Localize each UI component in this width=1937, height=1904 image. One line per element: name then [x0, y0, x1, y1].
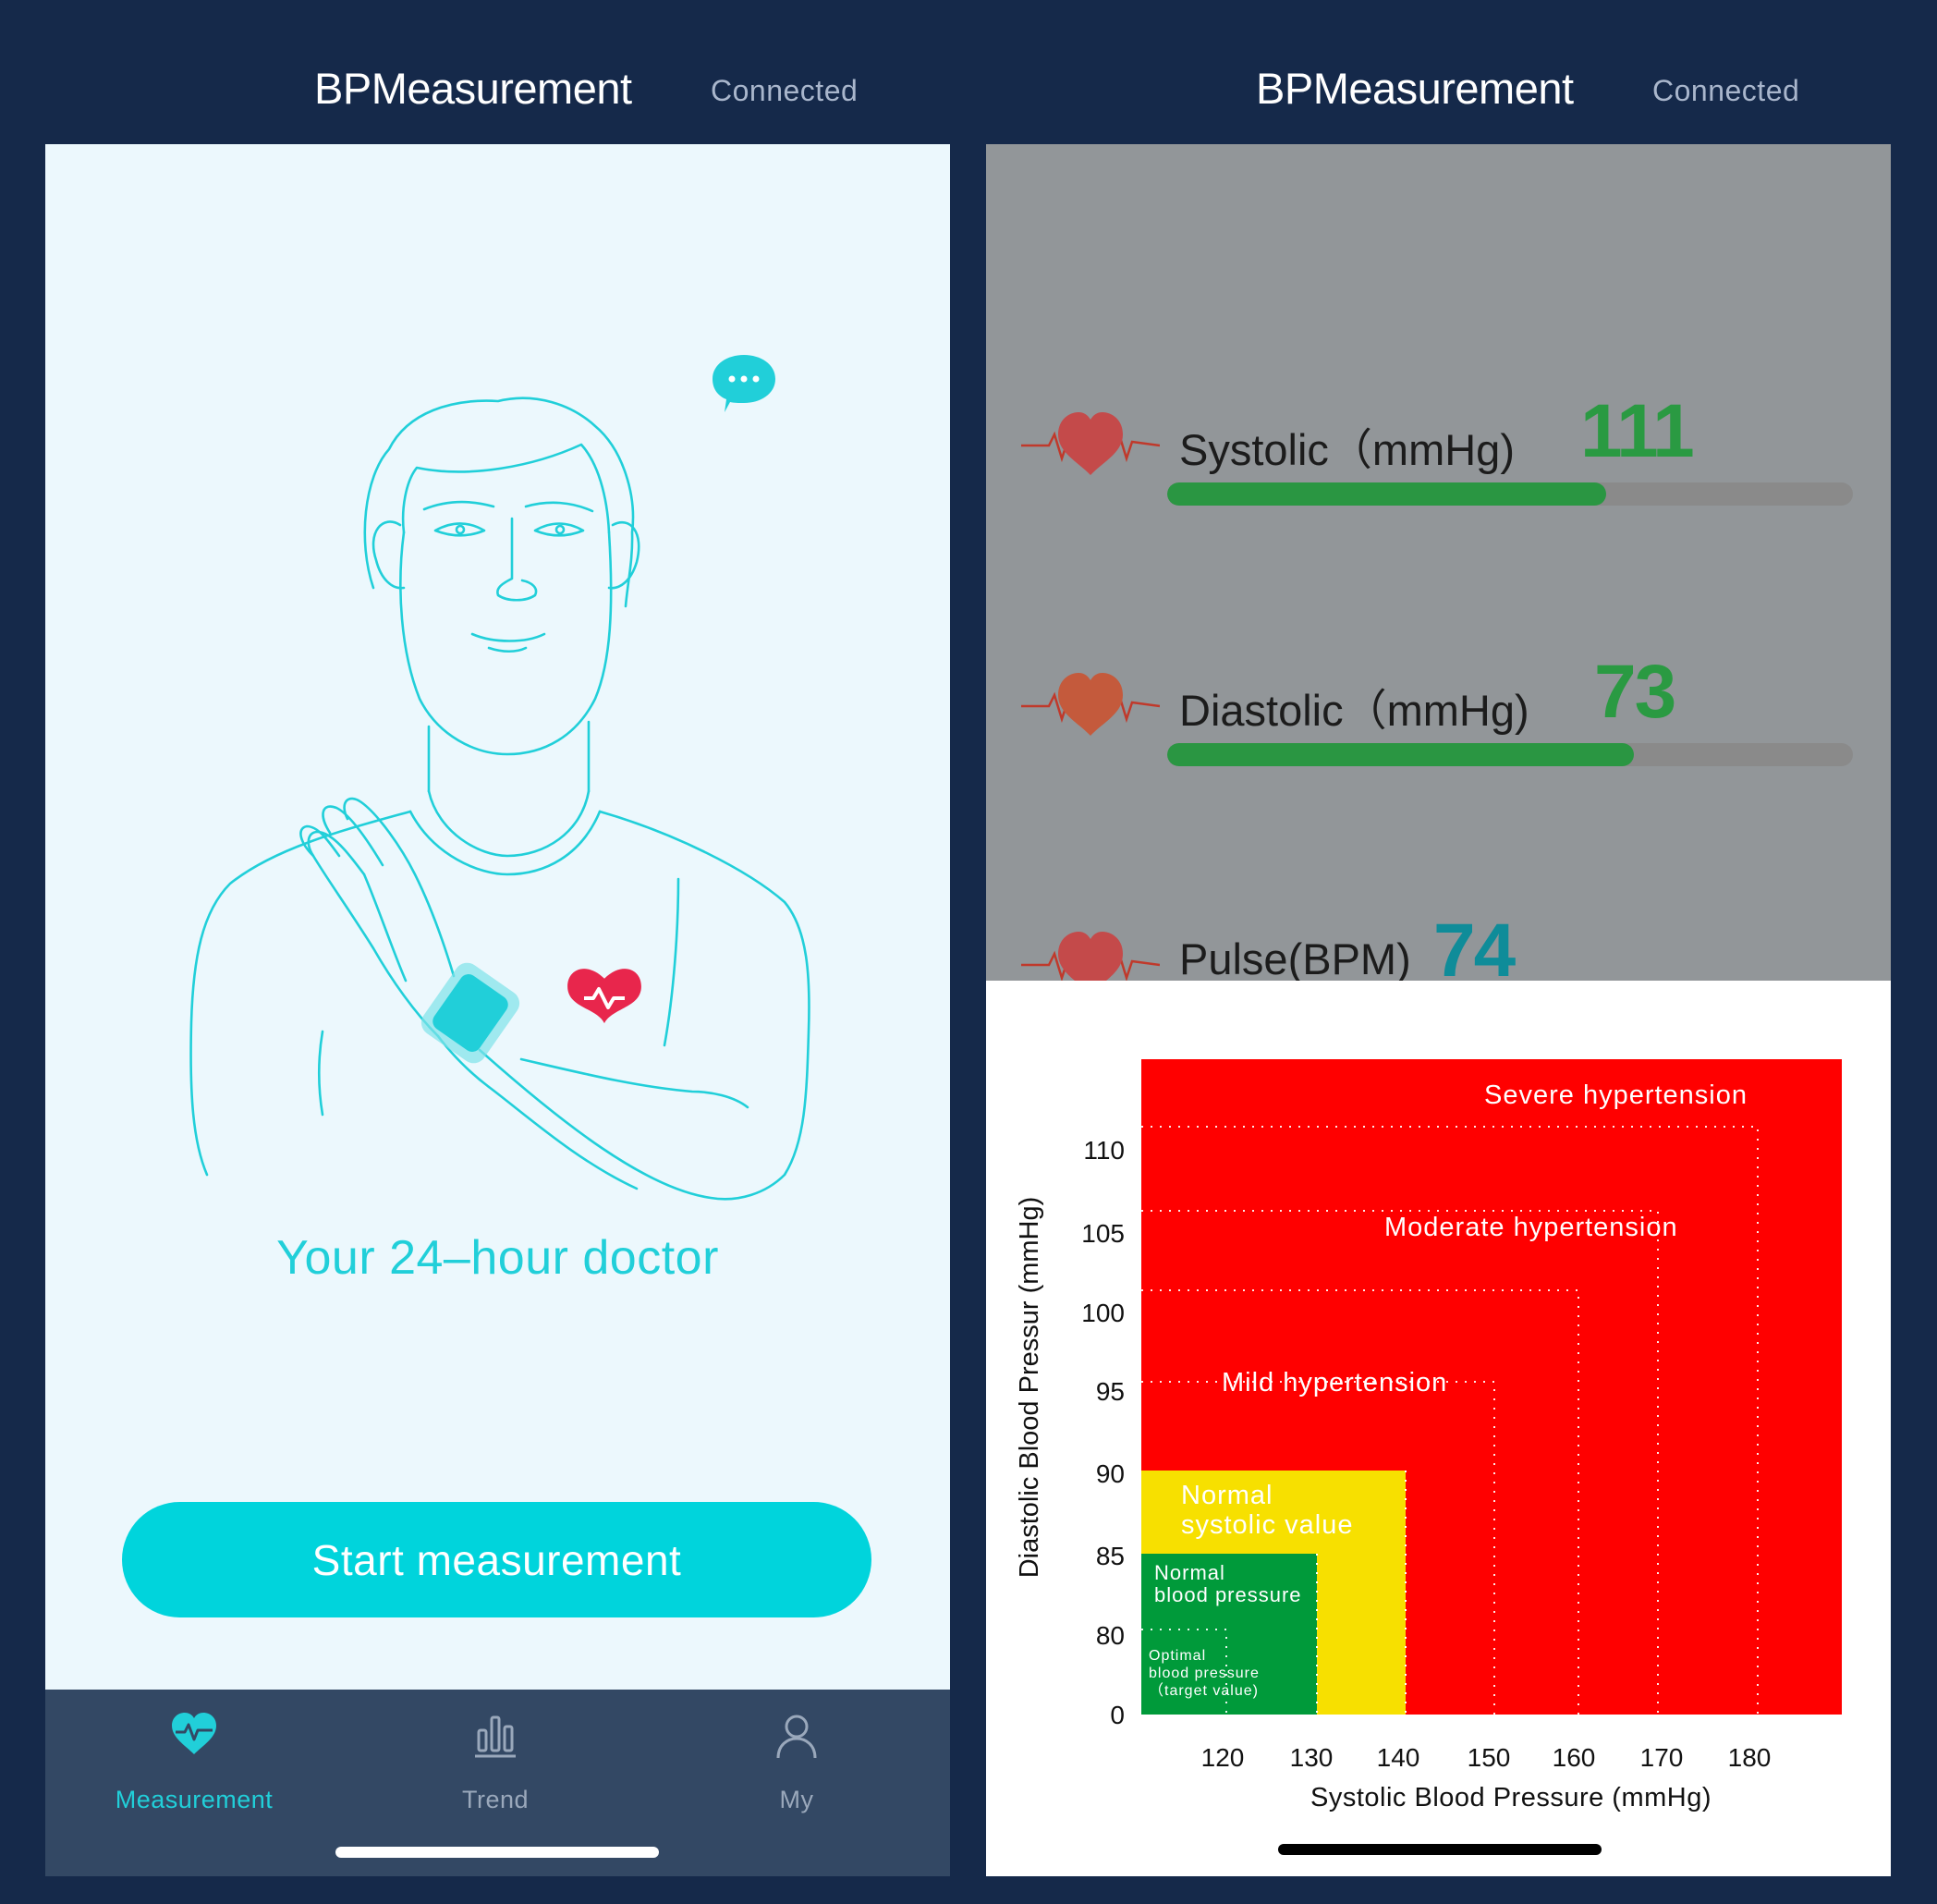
heart-pulse-icon: [1021, 932, 1160, 981]
label-severe: Severe hypertension: [1484, 1080, 1748, 1110]
result-screen: Systolic（mmHg) 111 Diastolic（mmHg) 73: [986, 144, 1891, 1876]
label-moderate: Moderate hypertension: [1384, 1213, 1678, 1242]
zone-normal-bp: [1141, 1554, 1317, 1715]
app-title: BPMeasurement: [314, 64, 632, 113]
boundary-mild: [1141, 1381, 1495, 1715]
y-tick: 105: [1081, 1219, 1125, 1248]
systolic-bar-fill: [1167, 482, 1606, 506]
label-normal-bp-2: blood pressure: [1154, 1583, 1302, 1606]
heart-icon: [567, 969, 641, 1024]
right-ear: [607, 521, 640, 590]
tab-bar: Measurement Trend My: [45, 1690, 950, 1876]
bar-chart-icon: [475, 1715, 516, 1758]
x-tick: 130: [1290, 1743, 1334, 1772]
x-tick: 160: [1553, 1743, 1596, 1772]
y-tick: 110: [1083, 1136, 1125, 1165]
tagline: Your 24–hour doctor: [276, 1231, 719, 1285]
face-outline: [399, 531, 613, 756]
y-tick: 80: [1096, 1621, 1125, 1650]
pulse-value: 74: [1433, 909, 1516, 981]
connection-status: Connected: [1652, 74, 1800, 107]
systolic-value: 111: [1580, 389, 1695, 473]
diastolic-value: 73: [1594, 650, 1676, 734]
left-ear: [372, 520, 406, 590]
user-icon: [776, 1715, 817, 1759]
diastolic-reading: Diastolic（mmHg) 73: [986, 650, 1891, 800]
systolic-bar: [1167, 482, 1853, 506]
collar: [408, 810, 602, 876]
tab-trend-label: Trend: [461, 1786, 530, 1813]
heart-pulse-icon: [1021, 673, 1160, 736]
tab-measurement[interactable]: Measurement: [92, 1710, 296, 1839]
y-tick: 90: [1096, 1459, 1125, 1488]
y-axis-label: Diastolic Blood Pressur (mmHg): [1015, 1197, 1044, 1579]
x-axis-label: Systolic Blood Pressure (mmHg): [1310, 1783, 1712, 1812]
y-tick: 95: [1096, 1377, 1125, 1406]
torso-outline: [189, 810, 412, 1177]
tab-my-label: My: [779, 1786, 814, 1813]
x-tick: 150: [1468, 1743, 1511, 1772]
label-optimal-2: blood pressure: [1149, 1666, 1260, 1681]
smartwatch-icon: [420, 962, 520, 1064]
x-tick: 140: [1377, 1743, 1420, 1772]
label-normal-bp-1: Normal: [1154, 1561, 1225, 1584]
connection-status: Connected: [711, 74, 859, 107]
label-optimal-3: （target value): [1149, 1682, 1259, 1699]
x-tick: 120: [1201, 1743, 1245, 1772]
label-normal-systolic-1: Normal: [1181, 1481, 1273, 1510]
doctor-illustration: [189, 355, 810, 1201]
heart-pulse-icon: [172, 1713, 216, 1754]
diastolic-bar: [1167, 743, 1853, 766]
x-tick: 180: [1728, 1743, 1772, 1772]
diastolic-label: Diastolic（mmHg): [1179, 686, 1529, 735]
right-header: BPMeasurement Connected: [986, 0, 1892, 144]
start-measurement-button[interactable]: Start measurement: [122, 1502, 871, 1617]
left-header: BPMeasurement Connected: [45, 0, 951, 144]
tab-trend[interactable]: Trend: [394, 1710, 597, 1839]
label-mild: Mild hypertension: [1222, 1368, 1447, 1397]
readings-panel: Systolic（mmHg) 111 Diastolic（mmHg) 73: [986, 144, 1891, 981]
pulse-label: Pulse(BPM): [1179, 934, 1411, 981]
x-tick: 170: [1640, 1743, 1684, 1772]
pulse-reading: Pulse(BPM) 74: [986, 909, 1891, 981]
bp-classification-chart: Severe hypertension Moderate hypertensio…: [1015, 1059, 1842, 1812]
hair-inner: [401, 443, 611, 534]
boundary-optimal: [1141, 1629, 1227, 1715]
systolic-label: Systolic（mmHg): [1179, 425, 1515, 474]
chat-bubble-icon: [713, 355, 775, 412]
tab-my[interactable]: My: [695, 1710, 898, 1839]
app-title: BPMeasurement: [1256, 64, 1574, 113]
y-tick: 100: [1081, 1299, 1125, 1327]
arm-outline: [307, 830, 440, 1038]
boundary-severe: [1141, 1126, 1759, 1715]
tab-measurement-label: Measurement: [115, 1786, 274, 1813]
diastolic-bar-fill: [1167, 743, 1634, 766]
heart-pulse-icon: [1021, 412, 1160, 475]
measurement-screen: Your 24–hour doctor Start measurement Me…: [45, 144, 950, 1876]
label-normal-systolic-2: systolic value: [1181, 1510, 1353, 1540]
systolic-reading: Systolic（mmHg) 111: [986, 389, 1891, 540]
hair-outline: [363, 397, 635, 608]
label-optimal-1: Optimal: [1149, 1648, 1206, 1664]
y-tick: 85: [1096, 1542, 1125, 1570]
y-tick: 0: [1110, 1701, 1125, 1729]
home-indicator: [335, 1847, 659, 1858]
home-indicator: [1278, 1844, 1602, 1855]
